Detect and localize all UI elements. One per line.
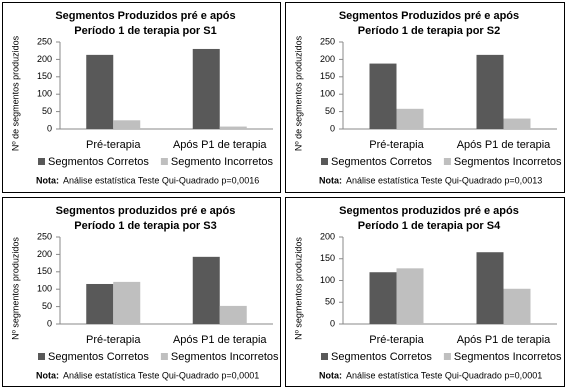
legend-swatch: [443, 158, 451, 165]
chart-panel: Segmentos produzidos pré e após Período 1…: [2, 197, 281, 387]
legend-label: Segmentos Incorretos: [454, 156, 562, 168]
legend-label: Segmentos Corretos: [48, 351, 149, 363]
y-tick-label: 200: [320, 54, 335, 64]
y-tick-label: 200: [37, 54, 52, 64]
bar: [476, 252, 504, 324]
bar: [476, 54, 504, 129]
legend-label: Segmentos Corretos: [331, 156, 432, 168]
y-tick-label: 150: [37, 266, 52, 276]
legend-swatch: [321, 158, 328, 165]
note-label: Nota:: [36, 175, 59, 185]
y-tick-label: 0: [330, 318, 335, 328]
bar: [86, 54, 114, 129]
y-tick-label: 150: [37, 71, 52, 81]
x-tick-label: Após P1 de terapia: [173, 334, 267, 346]
chart-title: Período 1 de terapia por S4: [358, 220, 501, 232]
bar: [369, 63, 397, 129]
y-tick-label: 250: [37, 231, 52, 241]
x-tick-label: Após P1 de terapia: [457, 139, 551, 151]
chart-title: Segmentos Produzidos pré e após: [55, 10, 235, 22]
y-axis-label: Nº segmentos produzidos: [10, 237, 20, 340]
x-tick-label: Pré-terapia: [369, 334, 424, 346]
chart-panel: Segmentos produzidos pré e após Período 1…: [285, 197, 565, 387]
x-tick-label: Pré-terapia: [86, 139, 141, 151]
legend-label: Segmentos Corretos: [48, 156, 149, 168]
bar: [219, 126, 247, 129]
legend-label: Segmentos Incorretos: [454, 351, 562, 363]
bar: [369, 272, 397, 324]
note: Análise estatística Teste Qui-Quadrado p…: [63, 175, 259, 185]
y-tick-label: 50: [325, 297, 335, 307]
legend-swatch: [321, 353, 328, 360]
note: Análise estatística Teste Qui-Quadrado p…: [63, 370, 259, 380]
bar: [192, 48, 220, 129]
bar: [113, 281, 141, 324]
y-tick-label: 100: [37, 284, 52, 294]
note: Análise estatística Teste Qui-Quadrado p…: [346, 370, 542, 380]
panel-border: [2, 197, 281, 387]
bar: [396, 268, 424, 324]
legend-label: Segmentos Corretos: [331, 351, 432, 363]
y-tick-label: 250: [320, 36, 335, 46]
bar: [503, 118, 531, 129]
note-label: Nota:: [319, 175, 342, 185]
y-axis-label: Nº de segmentos produzidos: [293, 35, 303, 151]
x-tick-label: Pré-terapia: [86, 334, 141, 346]
legend-swatch: [38, 158, 45, 165]
chart-title: Segmentos produzidos pré e após: [339, 205, 519, 217]
note-label: Nota:: [319, 370, 342, 380]
bar: [86, 283, 114, 324]
y-tick-label: 100: [37, 89, 52, 99]
legend-swatch: [160, 353, 168, 360]
y-tick-label: 0: [47, 318, 52, 328]
bar: [396, 108, 424, 129]
legend-label: Segmento Incorretos: [171, 156, 274, 168]
y-tick-label: 50: [42, 301, 52, 311]
note: Análise estatística Teste Qui-Quadrado p…: [346, 175, 542, 185]
chart-title: Período 1 de terapia por S3: [74, 220, 216, 232]
y-tick-label: 200: [37, 249, 52, 259]
chart-title: Período 1 de terapia por S2: [358, 25, 500, 37]
y-tick-label: 100: [320, 275, 335, 285]
y-tick-label: 150: [320, 71, 335, 81]
y-tick-label: 0: [47, 123, 52, 133]
bar: [503, 288, 531, 324]
x-tick-label: Após P1 de terapia: [457, 334, 551, 346]
x-tick-label: Após P1 de terapia: [173, 139, 267, 151]
legend-swatch: [160, 158, 168, 165]
note-label: Nota:: [36, 370, 59, 380]
panel-border: [2, 2, 281, 193]
panel-border: [285, 2, 565, 193]
chart-panel: Segmentos Produzidos pré e após Período 1…: [2, 2, 281, 193]
bar: [219, 305, 247, 324]
y-tick-label: 100: [320, 89, 335, 99]
y-tick-label: 200: [320, 231, 335, 241]
y-tick-label: 0: [330, 123, 335, 133]
y-tick-label: 150: [320, 253, 335, 263]
legend-swatch: [443, 353, 451, 360]
x-tick-label: Pré-terapia: [369, 139, 424, 151]
chart-panel: Segmentos Produzidos pré e após Período 1…: [285, 2, 565, 193]
chart-title: Período 1 de terapia por S1: [74, 25, 216, 37]
bar: [192, 256, 220, 324]
y-axis-label: Nº de segmentos produzidos: [10, 35, 20, 151]
legend-swatch: [38, 353, 45, 360]
y-tick-label: 50: [325, 106, 335, 116]
y-tick-label: 50: [42, 106, 52, 116]
chart-title: Segmentos produzidos pré e após: [56, 205, 236, 217]
y-axis-label: Nº segmentos produzidos: [293, 237, 303, 340]
chart-title: Segmentos Produzidos pré e após: [339, 10, 519, 22]
y-tick-label: 250: [37, 36, 52, 46]
bar: [113, 120, 141, 129]
legend-label: Segmentos Incorretos: [171, 351, 279, 363]
